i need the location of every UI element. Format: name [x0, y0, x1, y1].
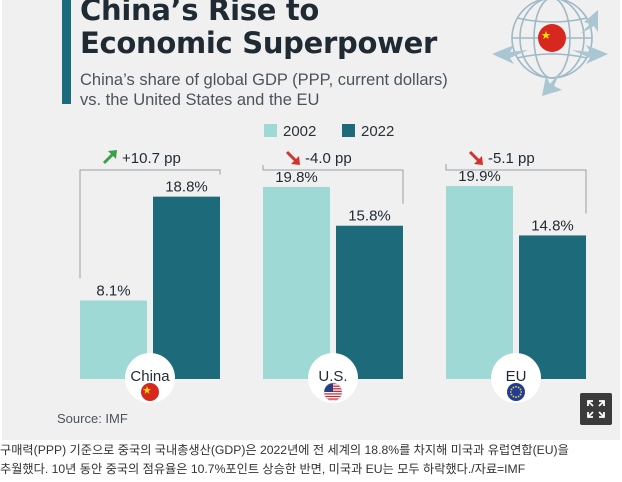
data-label-us-2002: 19.8% — [275, 169, 318, 186]
flag-eu-star — [517, 395, 520, 398]
bracket-china — [79, 169, 221, 279]
change-label-eu: -5.1 pp — [488, 150, 535, 167]
globe-china-flag-icon — [492, 0, 608, 96]
chart-title-line-1: China’s Rise to — [80, 0, 320, 27]
chart-title: China’s Rise to Economic Superpower — [80, 0, 500, 60]
flag-eu-star — [515, 385, 517, 388]
bracket-us — [262, 164, 404, 204]
legend-item-2002: 2002 — [264, 123, 316, 140]
flag-eu-star — [519, 393, 522, 396]
arrow-down-head-us — [291, 156, 300, 165]
flag-eu-star — [510, 388, 513, 391]
bar-us-2002 — [263, 186, 330, 379]
arrow-down-head-eu — [474, 156, 483, 165]
bar-chart: 8.1% 18.8% +10.7 pp China 19.8% 15.8% -4.0 pp U… — [79, 150, 587, 403]
data-label-eu-2022: 14.8% — [531, 217, 574, 234]
arrow-up-head-china — [108, 150, 117, 159]
source-label: Source: IMF — [57, 411, 128, 426]
flag-eu-star — [520, 391, 523, 393]
change-label-us: -4.0 pp — [305, 150, 352, 167]
flag-china-field — [141, 383, 159, 401]
category-bubble-china — [125, 353, 175, 403]
bar-eu-2022 — [519, 235, 586, 379]
expand-button[interactable] — [580, 393, 612, 425]
chart-title-line-2: Economic Superpower — [80, 26, 437, 60]
expand-icon — [587, 400, 605, 418]
chart-subtitle-line-1: China’s share of global GDP (PPP, curren… — [80, 71, 448, 89]
title-accent-bar — [62, 0, 71, 104]
data-label-china-2002: 8.1% — [96, 282, 130, 299]
category-label-us: U.S. — [318, 368, 347, 385]
chart-subtitle: China’s share of global GDP (PPP, curren… — [80, 70, 540, 110]
caption-line-1: 구매력(PPP) 기준으로 중국의 국내총생산(GDP)은 2022년에 전 세… — [0, 443, 569, 457]
data-label-eu-2002: 19.9% — [458, 168, 501, 185]
flag-us-body — [324, 383, 342, 401]
chart-subtitle-line-2: vs. the United States and the EU — [80, 91, 320, 109]
bar-eu-2002 — [446, 185, 513, 379]
flag-eu-star — [512, 395, 515, 398]
category-label-eu: EU — [506, 368, 527, 385]
legend-swatch-2022 — [342, 124, 355, 137]
data-label-us-2022: 15.8% — [348, 208, 391, 225]
china-flag-icon — [141, 383, 159, 401]
flag-us-canton — [324, 383, 333, 392]
legend-label-2002: 2002 — [283, 123, 317, 140]
flag-us-stripe — [324, 393, 342, 395]
bar-us-2022 — [336, 225, 403, 379]
category-bubble-eu — [491, 353, 541, 403]
flag-eu-star — [510, 393, 513, 396]
flag-us-rim — [323, 382, 343, 402]
infographic: China’s Rise to Economic Superpower Chin… — [2, 0, 620, 440]
bar-china-2022 — [153, 196, 220, 379]
caption-line-2: 추월했다. 10년 동안 중국의 점유율은 10.7%포인트 상승한 반면, 미… — [0, 462, 526, 476]
legend-swatch-2002 — [264, 124, 277, 137]
flag-us-stripe-white — [324, 392, 342, 394]
flag-eu-star — [509, 391, 512, 393]
legend-label-2022: 2022 — [361, 123, 395, 140]
category-bubble-us — [308, 353, 358, 403]
flag-us-stripe — [324, 395, 342, 398]
flag-china-star — [143, 386, 151, 394]
flag-eu-star — [515, 396, 517, 399]
eu-flag-icon — [507, 383, 525, 401]
flag-eu-star — [519, 388, 522, 391]
flag-us-stripe-white — [324, 394, 342, 396]
category-label-china: China — [130, 368, 170, 385]
flag-us-stripe-white — [324, 397, 342, 399]
flag-eu-star — [512, 386, 515, 389]
photo-caption: 구매력(PPP) 기준으로 중국의 국내총생산(GDP)은 2022년에 전 세… — [0, 441, 622, 479]
flag-us-stripe-white — [324, 399, 342, 401]
change-label-china: +10.7 pp — [122, 150, 181, 167]
bracket-eu — [445, 163, 587, 214]
legend-item-2022: 2022 — [342, 123, 394, 140]
flag-eu-star — [517, 386, 520, 389]
data-label-china-2022: 18.8% — [165, 179, 208, 196]
flag-eu-field — [507, 383, 525, 401]
flag-us-stripe — [324, 398, 342, 400]
us-flag-icon — [323, 382, 343, 402]
